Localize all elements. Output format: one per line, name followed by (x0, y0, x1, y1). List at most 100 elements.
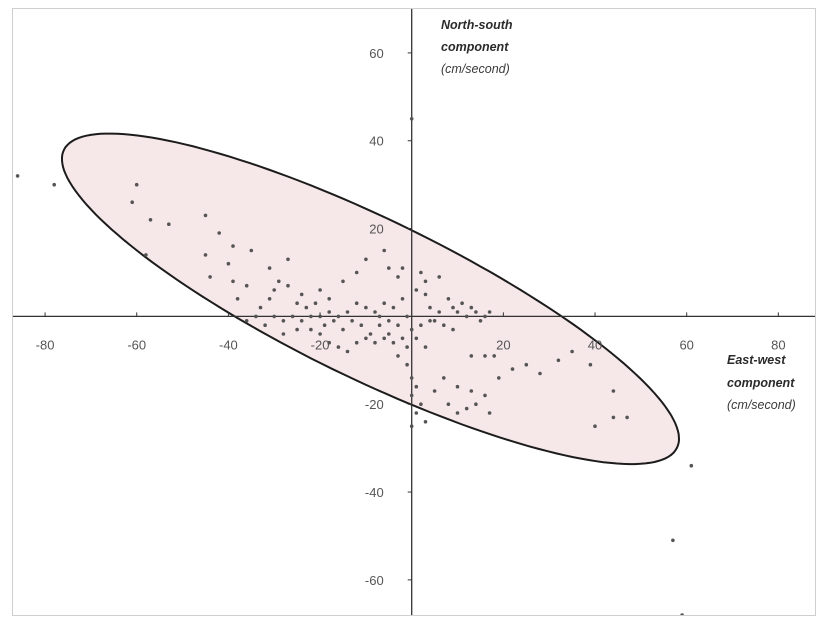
y-tick-label: -60 (365, 573, 384, 588)
data-point (396, 354, 400, 358)
data-point (469, 389, 474, 393)
data-point (299, 292, 304, 297)
data-point (469, 305, 474, 310)
ticks-layer: -80 -60 -40 -20 20 40 60 80 60 40 20 -20 -40 -60 (36, 46, 786, 588)
data-point (492, 354, 497, 358)
data-point (405, 362, 409, 367)
data-point (382, 301, 387, 306)
y-axis-unit: (cm/second) (441, 62, 510, 76)
data-point (451, 327, 455, 332)
data-point (497, 376, 501, 380)
data-point (359, 323, 364, 328)
data-point (217, 231, 221, 235)
data-point (387, 319, 391, 323)
labels-layer: North-south component (cm/second) East-w… (441, 18, 796, 412)
data-point (423, 292, 428, 297)
data-point (419, 270, 423, 275)
data-point (286, 283, 290, 288)
data-point (689, 463, 694, 468)
data-point (391, 340, 396, 345)
data-point (318, 314, 322, 319)
x-tick-label: -40 (219, 337, 238, 352)
data-point (148, 218, 153, 222)
data-point (332, 319, 336, 323)
data-point (419, 402, 423, 407)
y-tick-label: 60 (369, 46, 383, 61)
data-point (134, 182, 139, 187)
data-point (368, 332, 373, 336)
data-point (419, 323, 423, 328)
data-point (483, 354, 487, 358)
data-point (680, 613, 684, 615)
data-point (396, 323, 400, 328)
data-point (244, 319, 249, 323)
data-point (409, 327, 414, 332)
data-point (414, 336, 419, 341)
data-point (373, 340, 377, 345)
data-point (295, 301, 299, 306)
data-point (588, 362, 593, 367)
data-point (487, 411, 492, 415)
scatter-chart: -80 -60 -40 -20 20 40 60 80 60 40 20 -20 -40 -60 Nort… (13, 9, 815, 615)
data-point (400, 336, 405, 341)
data-point (364, 257, 368, 262)
data-point (446, 402, 451, 407)
data-point (442, 376, 446, 380)
data-point (258, 305, 263, 310)
y-tick-label: -40 (365, 485, 384, 500)
data-point (272, 314, 277, 319)
data-point (313, 301, 318, 306)
data-point (510, 367, 515, 371)
x-axis-unit: (cm/second) (727, 398, 796, 412)
data-point (414, 411, 419, 415)
data-point (286, 257, 290, 262)
data-point (130, 200, 134, 204)
data-point (364, 336, 368, 341)
data-point (327, 310, 332, 314)
data-point (354, 301, 359, 306)
data-point (208, 275, 212, 279)
data-point (354, 270, 359, 275)
data-point (405, 314, 409, 319)
data-point (611, 415, 616, 420)
data-point (423, 279, 428, 284)
data-point (144, 253, 148, 257)
data-point (327, 340, 332, 345)
data-point (556, 358, 561, 363)
data-point (400, 266, 405, 270)
data-point (231, 244, 235, 248)
data-point (437, 310, 442, 314)
data-point (455, 411, 460, 415)
data-point (409, 424, 414, 429)
data-point (483, 314, 487, 319)
data-point (464, 314, 469, 319)
data-point (387, 332, 391, 336)
data-point (235, 297, 240, 301)
data-point (451, 305, 455, 310)
x-axis-title-line-1: East-west (727, 353, 786, 367)
data-point (203, 253, 208, 257)
data-point (382, 336, 387, 341)
data-point (391, 305, 396, 310)
confidence-ellipse (61, 132, 681, 466)
x-tick-label: 60 (679, 337, 693, 352)
data-point (304, 305, 309, 310)
chart-frame: -80 -60 -40 -20 20 40 60 80 60 40 20 -20 -40 -60 Nort… (12, 8, 816, 616)
ellipse-layer (61, 132, 681, 466)
data-point (524, 362, 529, 367)
data-point (409, 117, 414, 121)
data-point (341, 279, 345, 284)
data-point (671, 538, 675, 543)
data-point (364, 305, 368, 310)
data-point (414, 288, 419, 292)
data-point (455, 384, 460, 389)
data-point (309, 327, 313, 332)
data-point (570, 349, 574, 354)
y-tick-label: -20 (365, 397, 384, 412)
data-point (396, 275, 400, 279)
data-point (267, 266, 272, 270)
data-point (290, 314, 295, 319)
x-tick-label: -60 (127, 337, 146, 352)
data-point (474, 402, 478, 407)
data-point (15, 174, 20, 178)
